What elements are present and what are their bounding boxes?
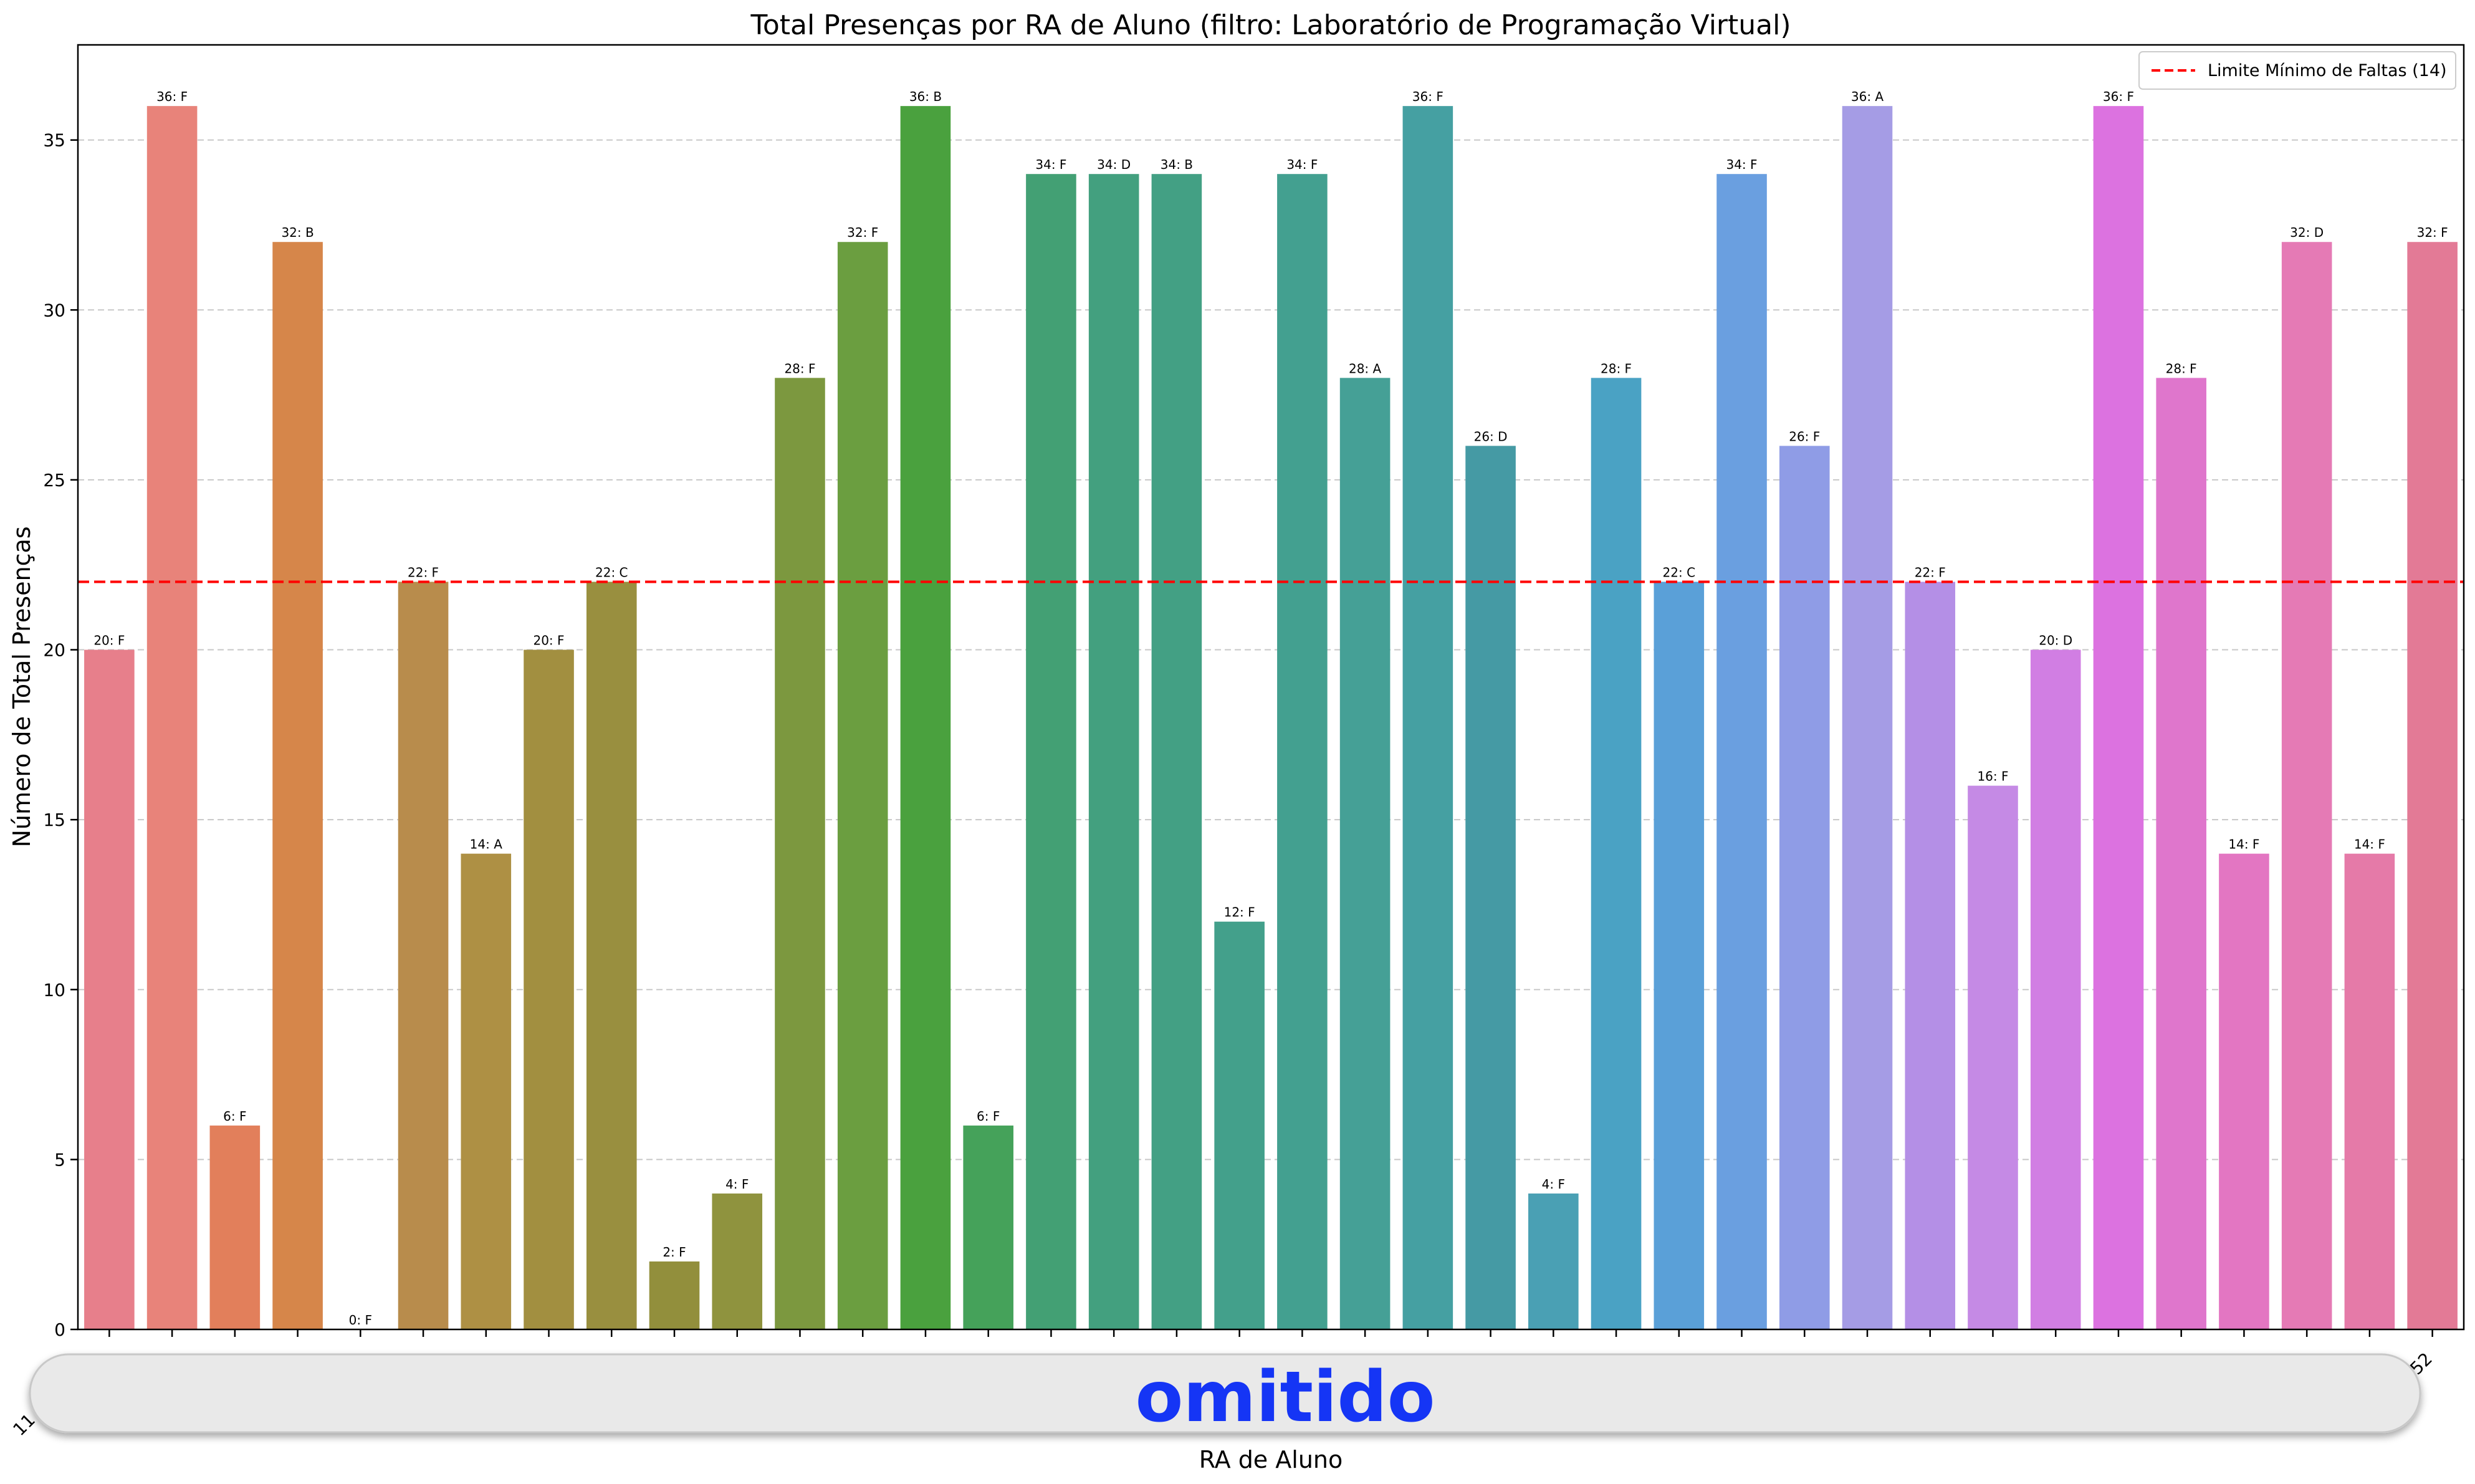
bar [2156, 378, 2206, 1330]
bar-value-label: 20: F [93, 633, 125, 648]
bar [2093, 106, 2144, 1330]
bar-labels: 20: F 36: F 6: F 32: B 0: F 22: F 14: A 20: F 22… [93, 89, 2448, 1328]
bar-value-label: 16: F [1977, 769, 2008, 784]
bar-value-label: 32: F [2417, 225, 2448, 240]
bar-value-label: 36: A [1851, 89, 1884, 104]
bar-value-label: 32: F [847, 225, 878, 240]
bar [586, 582, 637, 1329]
bar [1214, 921, 1265, 1329]
bar-value-label: 36: F [2103, 89, 2134, 104]
bar-value-label: 28: A [1349, 361, 1382, 376]
bar [963, 1125, 1013, 1329]
bar-value-label: 6: F [977, 1109, 1000, 1124]
bar-value-label: 6: F [223, 1109, 246, 1124]
bar-value-label: 22: C [1663, 565, 1696, 580]
bar [1277, 174, 1328, 1330]
bar [1842, 106, 1893, 1330]
bar-value-label: 2: F [663, 1245, 686, 1260]
bar [2281, 242, 2332, 1330]
bar [2219, 853, 2269, 1329]
y-tick-label: 5 [54, 1149, 65, 1170]
legend-box [2138, 51, 2456, 90]
bar [837, 242, 888, 1330]
bar [461, 853, 512, 1329]
y-tick-label: 10 [43, 980, 65, 1000]
bar-value-label: 34: F [1286, 157, 1318, 172]
bar [209, 1125, 261, 1329]
bar-value-label: 22: F [408, 565, 439, 580]
bar-value-label: 26: F [1789, 429, 1820, 444]
bar-value-label: 4: F [725, 1177, 749, 1192]
bar [900, 106, 951, 1330]
bar-value-label: 22: F [1915, 565, 1946, 580]
bar-value-label: 28: F [784, 361, 815, 376]
bar-value-label: 36: B [909, 89, 942, 104]
bar-value-label: 14: A [470, 837, 503, 852]
bar-value-label: 28: F [2166, 361, 2197, 376]
y-axis-label: Número de Total Presenças [8, 526, 36, 847]
bar-value-label: 36: F [1412, 89, 1443, 104]
plot-frame [77, 44, 2465, 1331]
bar-value-label: 20: F [533, 633, 564, 648]
bar-value-label: 12: F [1224, 905, 1255, 920]
bar-value-label: 26: D [1474, 429, 1508, 444]
bar-value-label: 22: C [595, 565, 628, 580]
bar [2344, 853, 2395, 1329]
bar-value-label: 20: D [2039, 633, 2072, 648]
bar-value-label: 28: F [1601, 361, 1632, 376]
legend: Limite Mínimo de Faltas (14) [2138, 51, 2456, 90]
bar [1654, 582, 1705, 1329]
bar [398, 582, 449, 1329]
bar-value-label: 14: F [2354, 837, 2385, 852]
bar-value-label: 34: F [1035, 157, 1066, 172]
y-axis-ticks: 0 5 10 15 20 25 30 35 [43, 130, 78, 1340]
bar-value-label: 34: D [1097, 157, 1131, 172]
y-tick-label: 25 [43, 470, 65, 491]
x-axis-ticks [108, 1329, 2433, 1337]
overlay-text: omitido [1135, 1357, 1435, 1438]
y-tick-label: 35 [43, 130, 65, 151]
omitted-overlay: omitido [29, 1353, 2421, 1438]
bar [146, 106, 198, 1330]
bar-value-label: 4: F [1542, 1177, 1565, 1192]
y-tick-label: 20 [43, 640, 65, 661]
bar [2030, 649, 2081, 1329]
bar [1465, 446, 1516, 1329]
bar [524, 649, 574, 1329]
bar [1591, 378, 1642, 1330]
bar [1088, 174, 1139, 1330]
legend-label: Limite Mínimo de Faltas (14) [2208, 61, 2447, 80]
x-axis-label: RA de Aluno [1199, 1446, 1343, 1473]
y-tick-label: 30 [43, 300, 65, 320]
bar-value-label: 0: F [349, 1313, 372, 1328]
chart-title: Total Presenças por RA de Aluno (filtro:… [750, 9, 1791, 41]
bars [84, 106, 2458, 1330]
bar-value-label: 36: F [156, 89, 188, 104]
bar [1968, 785, 2018, 1329]
bar [1402, 106, 1453, 1330]
bar-value-label: 32: B [281, 225, 314, 240]
bar [1716, 174, 1767, 1330]
bar [1905, 582, 1956, 1329]
bar [84, 649, 135, 1329]
bar [1779, 446, 1830, 1329]
y-tick-label: 15 [43, 810, 65, 830]
bar-value-label: 14: F [2228, 837, 2259, 852]
bar [1026, 174, 1076, 1330]
bar [775, 378, 825, 1330]
y-tick-label: 0 [54, 1319, 65, 1340]
bar-value-label: 34: F [1726, 157, 1757, 172]
bar [1339, 378, 1391, 1330]
bar [2407, 242, 2458, 1330]
bar [649, 1261, 700, 1329]
bar [712, 1193, 763, 1329]
bar [1528, 1193, 1579, 1329]
bar [1151, 174, 1202, 1330]
bar-value-label: 34: B [1161, 157, 1193, 172]
overlay-banner [29, 1353, 2421, 1434]
bar [272, 242, 323, 1330]
bar-value-label: 32: D [2290, 225, 2324, 240]
